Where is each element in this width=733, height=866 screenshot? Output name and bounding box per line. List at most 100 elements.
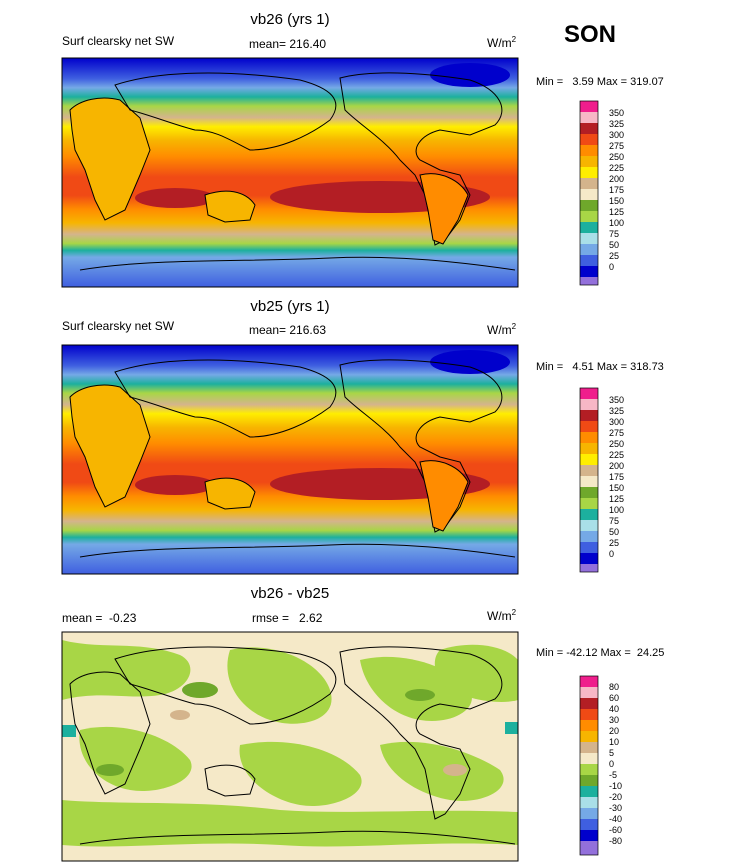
colorbar-tick-label: 300	[609, 130, 624, 140]
colorbar-tick-label: 150	[609, 196, 624, 206]
mean-label: mean= 216.40	[249, 37, 326, 51]
colorbar-swatch	[580, 443, 598, 454]
panel-vb26: vb26 (yrs 1) Surf clearsky net SW mean= …	[61, 11, 664, 288]
map-frame	[61, 631, 519, 862]
colorbar-frame	[579, 100, 599, 286]
min-max-label: Min = 3.59 Max = 319.07	[536, 76, 664, 88]
arctic-region	[430, 350, 510, 374]
subtropical-max-region	[135, 188, 215, 208]
season-label: SON	[564, 21, 616, 48]
colorbar-tick-label: 250	[609, 152, 624, 162]
colorbar-swatch	[580, 676, 598, 687]
colorbar-tick-label: -80	[609, 836, 622, 846]
colorbar-swatch	[580, 764, 598, 775]
colorbar-tick-label: 5	[609, 748, 614, 758]
colorbar-tick-label: 225	[609, 163, 624, 173]
colorbar-swatch	[580, 222, 598, 233]
panel-vb25: vb25 (yrs 1) Surf clearsky net SW mean= …	[61, 298, 664, 575]
colorbar-tick-label: 25	[609, 251, 619, 261]
arctic-region	[430, 63, 510, 87]
colorbar-swatch	[580, 553, 598, 564]
difference-patches-dark	[96, 682, 435, 776]
colorbar-tick-label: 300	[609, 417, 624, 427]
colorbar-tick-label: 275	[609, 428, 624, 438]
colorbar-swatch	[580, 101, 598, 112]
colorbar-swatch	[580, 178, 598, 189]
colorbar-tick-label: 250	[609, 439, 624, 449]
colorbar-swatch	[580, 542, 598, 553]
colorbar-swatch	[580, 731, 598, 742]
colorbar-tick-label: 225	[609, 450, 624, 460]
colorbar-swatch	[580, 841, 598, 855]
difference-patches-teal	[62, 722, 518, 737]
colorbar-swatch	[580, 709, 598, 720]
colorbar-labels: 350 325 300 275 250 225 200 175 150 125 …	[609, 395, 624, 559]
panel-difference: vb26 - vb25 mean = -0.23 rmse = 2.62 W/m…	[61, 585, 664, 862]
panel-title: vb26 - vb25	[251, 585, 329, 602]
colorbar-labels: 80 60 40 30 20 10 5 0 -5 -10 -20 -30 -40…	[609, 682, 622, 846]
map-frame	[61, 57, 519, 288]
variable-label: Surf clearsky net SW	[62, 319, 175, 333]
colorbar-tick-label: 60	[609, 693, 619, 703]
colorbar-swatch	[580, 531, 598, 542]
colorbar-swatch	[580, 145, 598, 156]
colorbar-tick-label: -30	[609, 803, 622, 813]
colorbar-swatch	[580, 808, 598, 819]
colorbar-swatch	[580, 410, 598, 421]
units-label: W/m2	[487, 322, 517, 337]
colorbar-swatch	[580, 465, 598, 476]
colorbar-swatch	[580, 399, 598, 410]
colorbar-swatch	[580, 564, 598, 572]
units-label: W/m2	[487, 608, 517, 623]
map	[61, 57, 519, 288]
units-label: W/m2	[487, 35, 517, 50]
colorbar-swatch	[580, 432, 598, 443]
colorbar-tick-label: 200	[609, 174, 624, 184]
colorbar-swatch	[580, 742, 598, 753]
colorbar-tick-label: -5	[609, 770, 617, 780]
colorbar-swatch	[580, 720, 598, 731]
colorbar-tick-label: 0	[609, 549, 614, 559]
colorbar-tick-label: -60	[609, 825, 622, 835]
colorbar-swatch	[580, 698, 598, 709]
panel-title: vb25 (yrs 1)	[250, 298, 329, 315]
mean-label: mean= 216.63	[249, 323, 326, 337]
colorbar-swatch	[580, 123, 598, 134]
coastlines	[69, 359, 516, 558]
colorbar: 350 325 300 275 250 225 200 175 150 125 …	[579, 387, 624, 573]
colorbar-tick-label: 100	[609, 505, 624, 515]
colorbar-swatch	[580, 509, 598, 520]
subtropical-max-region	[135, 475, 215, 495]
colorbar-swatch	[580, 277, 598, 285]
colorbar-swatch	[580, 454, 598, 465]
colorbar-tick-label: 0	[609, 262, 614, 272]
colorbar-tick-label: 75	[609, 229, 619, 239]
colorbar-tick-label: 175	[609, 472, 624, 482]
map	[61, 344, 519, 575]
colorbar-tick-label: 125	[609, 494, 624, 504]
difference-patches-brown	[170, 710, 467, 776]
colorbar-tick-label: 50	[609, 240, 619, 250]
colorbar-tick-label: 325	[609, 119, 624, 129]
colorbar-tick-label: 275	[609, 141, 624, 151]
colorbar-swatch	[580, 134, 598, 145]
colorbar-tick-label: -40	[609, 814, 622, 824]
colorbar-swatch	[580, 498, 598, 509]
colorbar-swatch	[580, 112, 598, 123]
colorbar-tick-label: 0	[609, 759, 614, 769]
mean-label: mean = -0.23	[62, 611, 137, 625]
colorbar-tick-label: 325	[609, 406, 624, 416]
colorbar-swatch	[580, 476, 598, 487]
map	[61, 631, 519, 862]
colorbar-tick-label: 10	[609, 737, 619, 747]
colorbar-swatch	[580, 830, 598, 841]
colorbar: 350 325 300 275 250 225 200 175 150 125 …	[579, 100, 624, 286]
colorbar-swatch	[580, 819, 598, 830]
colorbar-swatch	[580, 487, 598, 498]
colorbar-tick-label: 30	[609, 715, 619, 725]
colorbar-tick-label: 75	[609, 516, 619, 526]
colorbar-tick-label: 350	[609, 395, 624, 405]
colorbar-tick-label: 125	[609, 207, 624, 217]
colorbar-tick-label: -20	[609, 792, 622, 802]
